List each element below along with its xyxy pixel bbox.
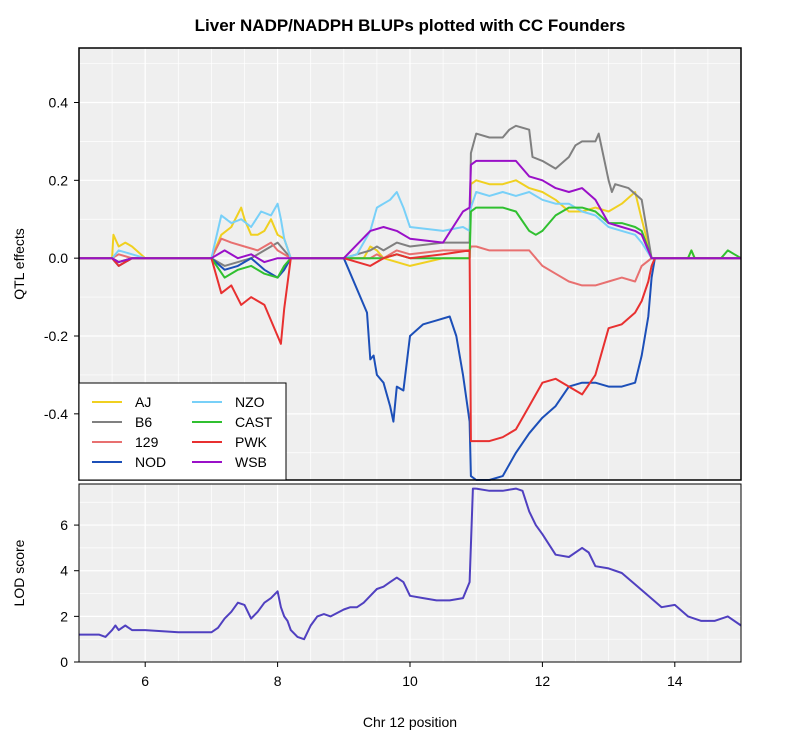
x-tick-label: 6	[141, 673, 149, 689]
series-line-nzo	[79, 191, 741, 260]
series-line-pwk	[79, 249, 741, 443]
effects-y-ticks: 0.4 0.2 0.0 -0.2 -0.4	[44, 94, 79, 422]
legend-label-pwk: PWK	[235, 434, 268, 450]
lod-y-axis-label: LOD score	[11, 539, 27, 606]
x-tick-label: 14	[667, 673, 683, 689]
effects-series	[79, 124, 742, 481]
series-line-nod	[79, 257, 741, 481]
lod-y-tick-label: 6	[60, 517, 68, 533]
effects-plot-frame	[78, 47, 742, 481]
effects-y-tick-label: 0.0	[49, 250, 69, 266]
legend-label-aj: AJ	[135, 394, 151, 410]
effects-y-tick-label: -0.4	[44, 406, 68, 422]
x-tick-label: 10	[402, 673, 418, 689]
chart-title: Liver NADP/NADPH BLUPs plotted with CC F…	[195, 16, 626, 35]
lod-y-tick-label: 0	[60, 654, 68, 670]
effects-y-tick-label: 0.4	[49, 94, 69, 110]
x-tick-label: 8	[274, 673, 282, 689]
x-tick-label: 12	[535, 673, 551, 689]
lod-y-ticks: 0 2 4 6	[60, 517, 79, 670]
lod-line	[79, 487, 742, 641]
lod-series	[79, 487, 742, 641]
legend: AJ B6 129 NOD NZO CAST PWK WSB	[78, 382, 287, 481]
effects-y-tick-label: -0.2	[44, 328, 68, 344]
legend-label-wsb: WSB	[235, 454, 267, 470]
effects-y-axis-label: QTL effects	[11, 228, 27, 300]
lod-grid	[79, 484, 742, 663]
x-axis-label: Chr 12 position	[363, 714, 457, 730]
lod-x-ticks: 6 8 10 12 14	[141, 662, 683, 689]
legend-box	[78, 382, 287, 481]
series-line-b6	[79, 124, 741, 267]
series-line-129	[79, 237, 741, 287]
legend-label-b6: B6	[135, 414, 152, 430]
effects-panel: 0.4 0.2 0.0 -0.2 -0.4 QTL effects AJ B6 129 NOD…	[11, 47, 742, 481]
legend-label-nod: NOD	[135, 454, 166, 470]
legend-label-129: 129	[135, 434, 159, 450]
legend-label-nzo: NZO	[235, 394, 265, 410]
lod-y-tick-label: 4	[60, 563, 68, 579]
lod-y-tick-label: 2	[60, 608, 68, 624]
lod-panel: 0 2 4 6 6 8 10 12 14 LOD score Chr 12 position	[11, 483, 742, 730]
series-line-wsb	[79, 159, 741, 264]
effects-y-tick-label: 0.2	[49, 172, 69, 188]
legend-label-cast: CAST	[235, 414, 273, 430]
